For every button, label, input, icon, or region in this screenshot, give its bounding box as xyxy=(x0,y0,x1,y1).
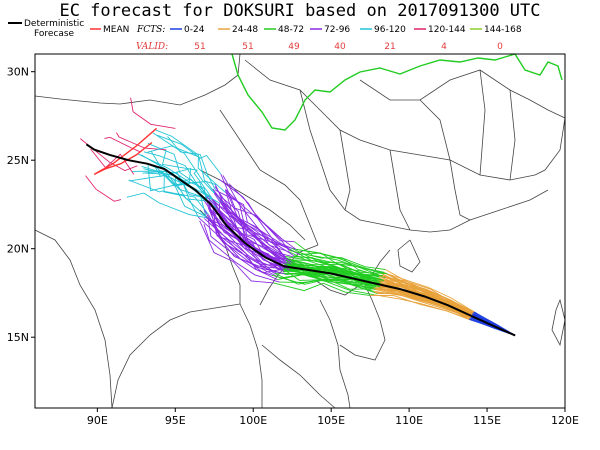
legend-deterministic-label-2: Forecase xyxy=(34,29,75,39)
legend-mean-label: MEAN xyxy=(103,25,129,35)
legend-bin-valid-count: 21 xyxy=(384,42,395,52)
legend: Deterministic Forecase MEAN FCTS: VALID:… xyxy=(8,19,522,52)
y-tick-label: 15N xyxy=(7,331,29,344)
legend-fcts-label: FCTS: xyxy=(136,25,165,35)
y-tick-label: 25N xyxy=(7,154,29,167)
legend-bin-label: 0-24 xyxy=(184,25,205,35)
legend-bin-valid-count: 51 xyxy=(242,42,253,52)
y-tick-label: 30N xyxy=(7,66,29,79)
legend-bin-valid-count: 51 xyxy=(194,42,205,52)
legend-bin-valid-count: 40 xyxy=(334,42,346,52)
legend-bin-valid-count: 0 xyxy=(497,42,503,52)
y-tick-label: 20N xyxy=(7,243,29,256)
legend-valid-label: VALID: xyxy=(136,42,168,52)
x-tick-label: 100E xyxy=(239,414,267,427)
x-tick-label: 90E xyxy=(87,414,108,427)
legend-bin-label: 96-120 xyxy=(374,25,406,35)
legend-bin-label: 144-168 xyxy=(484,25,522,35)
legend-bin-label: 72-96 xyxy=(324,25,350,35)
legend-bin-label: 120-144 xyxy=(428,25,466,35)
legend-bin-label: 24-48 xyxy=(232,25,258,35)
legend-deterministic-label: Deterministic xyxy=(24,19,84,29)
x-tick-label: 115E xyxy=(473,414,501,427)
map-background xyxy=(35,54,565,408)
x-tick-label: 105E xyxy=(317,414,345,427)
legend-bin-valid-count: 4 xyxy=(441,42,447,52)
x-tick-label: 110E xyxy=(395,414,423,427)
x-tick-label: 120E xyxy=(551,414,579,427)
legend-bin-valid-count: 49 xyxy=(288,42,300,52)
x-tick-label: 95E xyxy=(165,414,186,427)
legend-bin-label: 48-72 xyxy=(278,25,304,35)
